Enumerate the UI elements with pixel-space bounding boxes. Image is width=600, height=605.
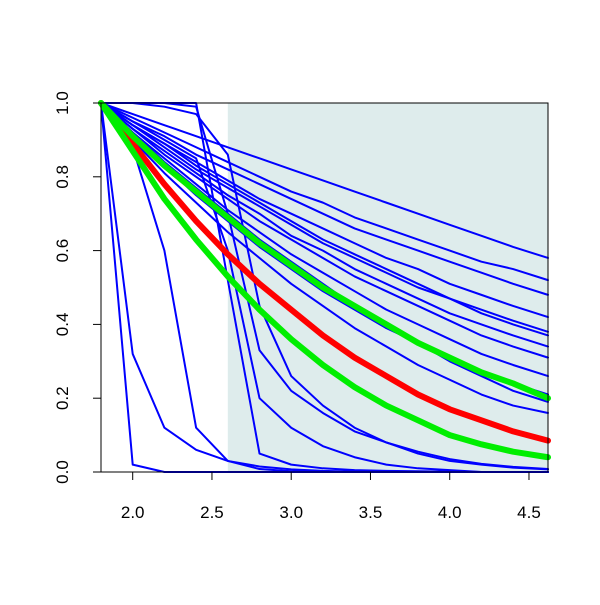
x-tick-label-4: 4.0: [438, 503, 462, 522]
y-tick-label-5: 1.0: [53, 91, 72, 115]
y-tick-label-3: 0.6: [53, 239, 72, 263]
series-line-21: [100, 102, 549, 259]
series-line-14: [100, 102, 549, 471]
plot-frame: [100, 102, 549, 473]
x-tick-label-3: 3.5: [359, 503, 383, 522]
series-line-7: [100, 102, 549, 359]
y-tick-label-2: 0.4: [53, 313, 72, 337]
series-line-3: [100, 102, 549, 319]
series-line-15: [100, 102, 549, 471]
series-line-13: [100, 102, 549, 333]
x-tick-label-5: 4.5: [517, 503, 541, 522]
x-tick-label-0: 2.0: [121, 503, 145, 522]
y-tick-label-0: 0.0: [53, 460, 72, 484]
y-tick-label-4: 0.8: [53, 165, 72, 189]
y-tick-label-1: 0.2: [53, 386, 72, 410]
shaded-region: [227, 103, 548, 472]
series-line-2: [98, 100, 551, 402]
series-line-0: [98, 100, 551, 444]
series-line-12: [100, 102, 549, 348]
x-tick-label-2: 3.0: [279, 503, 303, 522]
series-line-4: [100, 102, 549, 296]
series-line-1: [98, 100, 551, 461]
series-line-6: [100, 102, 549, 337]
series-line-8: [100, 102, 549, 378]
series-line-5: [100, 102, 549, 282]
x-tick-label-1: 2.5: [200, 503, 224, 522]
series-line-11: [100, 102, 549, 414]
